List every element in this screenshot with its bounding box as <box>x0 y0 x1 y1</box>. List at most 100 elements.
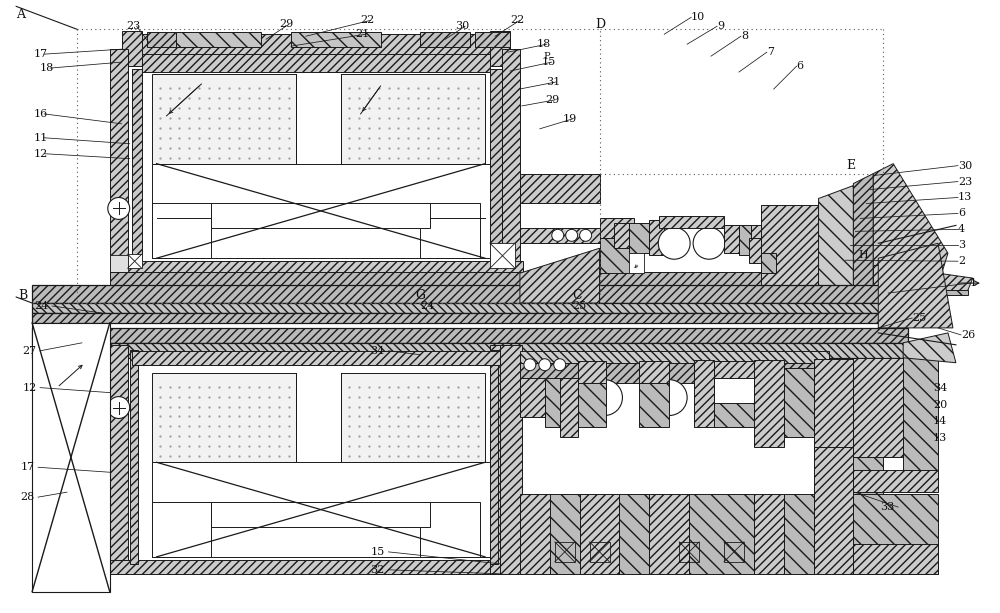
Text: P: P <box>544 51 550 61</box>
Bar <box>578 383 606 427</box>
Bar <box>724 542 744 562</box>
Circle shape <box>580 229 592 242</box>
Bar <box>550 494 580 574</box>
Bar <box>555 542 575 562</box>
Bar <box>580 494 619 574</box>
Bar <box>420 204 480 258</box>
Text: 31: 31 <box>546 77 560 87</box>
Bar <box>32 323 110 592</box>
Text: 7: 7 <box>767 47 774 57</box>
Bar <box>578 361 606 383</box>
Bar <box>724 226 739 253</box>
Text: 14: 14 <box>933 416 947 427</box>
Bar <box>520 173 600 204</box>
Polygon shape <box>520 248 600 303</box>
Text: 17: 17 <box>20 462 34 472</box>
Text: 13: 13 <box>958 192 972 202</box>
Text: 6: 6 <box>797 61 804 71</box>
Bar <box>853 544 938 574</box>
Text: 28: 28 <box>20 492 34 502</box>
Polygon shape <box>761 205 819 285</box>
Text: 33: 33 <box>880 502 895 512</box>
Bar <box>679 542 699 562</box>
Text: 19: 19 <box>563 114 577 124</box>
Bar <box>420 502 480 557</box>
Bar <box>639 361 669 383</box>
Text: 15: 15 <box>371 547 385 557</box>
Bar <box>128 254 142 268</box>
Bar <box>130 350 138 564</box>
Text: 11: 11 <box>34 133 48 143</box>
Bar <box>853 470 938 492</box>
Bar <box>784 368 814 438</box>
Text: 16: 16 <box>34 109 48 119</box>
Bar <box>420 32 470 47</box>
Text: 15: 15 <box>542 57 556 67</box>
Bar <box>475 32 510 47</box>
Text: 1: 1 <box>970 278 977 288</box>
Circle shape <box>108 397 130 419</box>
Text: 23: 23 <box>127 21 141 31</box>
Bar <box>853 494 938 574</box>
Text: 30: 30 <box>958 161 972 170</box>
Bar <box>739 226 751 255</box>
Polygon shape <box>938 273 973 295</box>
Bar <box>32 313 908 323</box>
Bar <box>110 272 866 285</box>
Bar <box>761 253 776 273</box>
Bar <box>754 494 784 574</box>
Bar <box>110 49 128 268</box>
Bar <box>490 350 498 564</box>
Bar <box>903 355 938 472</box>
Text: 2: 2 <box>958 256 965 266</box>
Circle shape <box>587 379 622 416</box>
Text: G: G <box>415 289 425 302</box>
Text: 24: 24 <box>420 301 435 311</box>
Circle shape <box>539 359 551 371</box>
Bar <box>152 373 296 462</box>
Text: 34: 34 <box>933 383 947 393</box>
Bar <box>490 345 508 574</box>
Bar <box>649 494 689 574</box>
Text: 32: 32 <box>371 565 385 575</box>
Bar <box>694 360 714 427</box>
Bar <box>751 226 761 253</box>
Bar <box>110 560 498 574</box>
Polygon shape <box>903 333 956 363</box>
Bar <box>147 32 191 47</box>
Text: 8: 8 <box>741 31 748 41</box>
Text: 17: 17 <box>34 49 48 59</box>
Bar <box>629 253 644 273</box>
Text: 4: 4 <box>958 224 965 234</box>
Text: 29: 29 <box>279 19 293 29</box>
Bar <box>853 447 883 574</box>
Bar <box>291 32 381 47</box>
Bar <box>32 328 908 343</box>
Bar <box>490 31 510 66</box>
Text: 3: 3 <box>958 240 965 250</box>
Text: 26: 26 <box>961 330 975 340</box>
Bar <box>545 378 565 427</box>
Bar <box>714 378 754 417</box>
Text: C: C <box>573 289 582 302</box>
Polygon shape <box>853 173 873 305</box>
Bar <box>873 265 893 285</box>
Bar <box>176 32 261 47</box>
Bar <box>211 204 430 229</box>
Bar <box>152 74 296 164</box>
Text: 29: 29 <box>545 95 559 105</box>
Circle shape <box>566 229 578 242</box>
Polygon shape <box>878 243 953 328</box>
Text: B: B <box>18 289 27 302</box>
Text: 22: 22 <box>510 15 524 25</box>
Bar <box>142 54 490 72</box>
Bar <box>490 69 502 268</box>
Bar <box>590 542 610 562</box>
Text: 25: 25 <box>573 301 587 311</box>
Bar <box>211 502 430 527</box>
Text: 13: 13 <box>933 433 947 443</box>
Bar <box>619 494 649 574</box>
Text: A: A <box>16 8 25 21</box>
Bar <box>614 223 629 248</box>
Text: H: H <box>858 250 868 261</box>
